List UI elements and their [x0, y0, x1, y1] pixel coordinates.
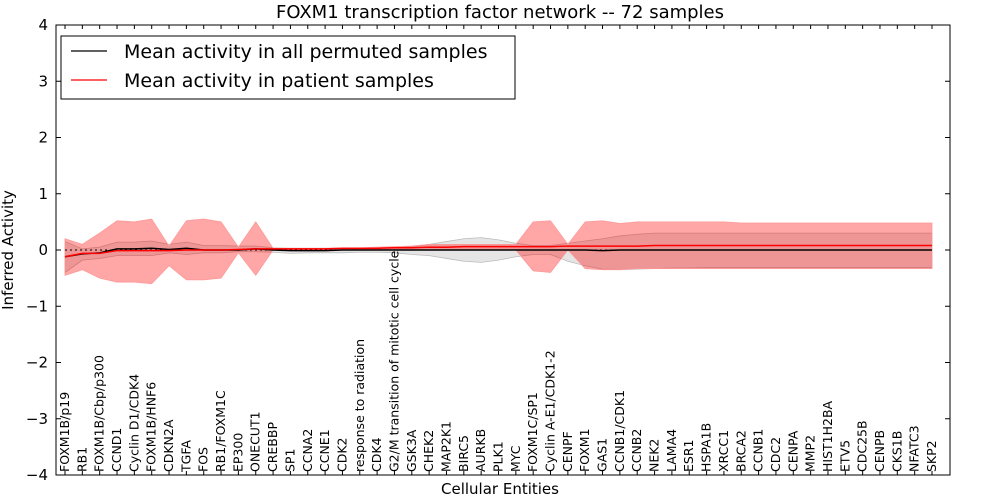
x-tick-label: ESR1 [681, 440, 696, 472]
x-tick-label: CCNB1/CDK1 [612, 390, 627, 472]
x-tick-label: ETV5 [837, 440, 852, 472]
x-tick-label: CCND1 [109, 428, 124, 472]
plot-frame [55, 24, 951, 476]
x-tick-label: CREBBP [265, 422, 280, 472]
x-tick-label: CHEK2 [421, 430, 436, 472]
x-tick-label: AURKB [473, 429, 488, 472]
y-axis-label: Inferred Activity [0, 190, 17, 310]
x-tick-label: RB1 [74, 447, 89, 472]
line-patient-mean [64, 244, 932, 258]
x-tick-label: CDK2 [334, 437, 349, 472]
x-tick-label: SP1 [282, 449, 297, 472]
y-tick-label: 0 [38, 241, 48, 259]
x-tick-label: HIST1H2BA [820, 400, 835, 472]
x-tick-label: PLK1 [491, 441, 506, 472]
x-tick-label: FOXM1 [577, 428, 592, 472]
x-tick-label: BIRC5 [456, 435, 471, 472]
x-tick-label: HSPA1B [699, 423, 714, 472]
legend: Mean activity in all permuted samples Me… [60, 35, 516, 100]
x-tick-label: CCNB2 [629, 429, 644, 472]
chart-title: FOXM1 transcription factor network -- 72… [276, 2, 724, 23]
x-axis: FOXM1B/p19 RB1 FOXM1B/Cbp/p300 CCND1 Cyclin … [57, 25, 939, 475]
x-tick-label: TGFA [178, 440, 193, 473]
x-tick-label: SKP2 [924, 440, 939, 472]
y-tick-label: 3 [38, 72, 48, 90]
x-tick-label: CENPB [872, 430, 887, 472]
x-tick-label: RB1/FOXM1C [213, 390, 228, 472]
x-tick-label: CCNA2 [300, 429, 315, 472]
x-tick-label: Cyclin A-E1/CDK1-2 [543, 350, 558, 472]
x-tick-label: CCNE1 [317, 429, 332, 472]
x-tick-label: MYC [508, 445, 523, 472]
x-tick-label: CKS1B [889, 431, 904, 472]
x-tick-label: GSK3A [404, 429, 419, 472]
x-tick-label: BRCA2 [733, 430, 748, 472]
x-tick-label: EP300 [230, 433, 245, 472]
y-axis: −4 −3 −2 −1 0 1 2 3 4 [26, 16, 950, 484]
y-tick-label: 2 [38, 129, 48, 147]
x-tick-label: ONECUT1 [248, 411, 263, 472]
y-tick-label: −3 [26, 410, 48, 428]
x-tick-label: response to radiation [352, 339, 367, 472]
y-tick-label: −1 [26, 297, 48, 315]
y-tick-label: −2 [26, 354, 48, 372]
x-tick-label: XRCC1 [716, 430, 731, 472]
x-tick-label: FOXM1C/SP1 [525, 392, 540, 472]
x-tick-label: NFATC3 [907, 425, 922, 472]
x-tick-label: FOXM1B/HNF6 [144, 382, 159, 472]
x-tick-label: CDC25B [855, 420, 870, 472]
x-tick-label: MMP2 [803, 435, 818, 472]
x-axis-label: Cellular Entities [441, 480, 559, 498]
legend-label-permuted: Mean activity in all permuted samples [124, 41, 487, 63]
x-tick-label: FOXM1B/Cbp/p300 [92, 355, 107, 472]
x-tick-label: Cyclin D1/CDK4 [126, 374, 141, 472]
y-tick-label: −4 [26, 466, 48, 484]
x-tick-label: FOXM1B/p19 [57, 392, 72, 472]
x-tick-label: CENPA [785, 430, 800, 472]
x-tick-label: G2/M transition of mitotic cell cycle [386, 250, 401, 472]
x-tick-label: FOS [196, 447, 211, 472]
y-tick-label: 4 [38, 16, 48, 34]
x-tick-label: LAMA4 [664, 429, 679, 472]
x-tick-label: NEK2 [647, 439, 662, 472]
x-tick-label: CCNB1 [751, 429, 766, 472]
legend-box [60, 35, 516, 100]
x-tick-label: CDK4 [369, 437, 384, 472]
x-tick-label: GAS1 [595, 438, 610, 472]
lines-layer [64, 244, 932, 258]
x-tick-label: MAP2K1 [438, 421, 453, 472]
legend-label-patient: Mean activity in patient samples [124, 70, 434, 92]
x-tick-label: CDC2 [768, 437, 783, 472]
y-tick-label: 1 [38, 185, 48, 203]
x-tick-label: CENPF [560, 431, 575, 472]
x-tick-label: CDKN2A [161, 419, 176, 472]
